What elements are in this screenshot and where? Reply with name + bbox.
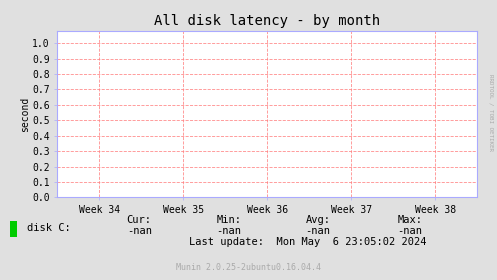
Text: RRDTOOL / TOBI OETIKER: RRDTOOL / TOBI OETIKER [489, 74, 494, 151]
Text: -nan: -nan [398, 226, 422, 236]
Text: -nan: -nan [306, 226, 331, 236]
Y-axis label: second: second [20, 97, 30, 132]
Text: Last update:  Mon May  6 23:05:02 2024: Last update: Mon May 6 23:05:02 2024 [189, 237, 426, 247]
Text: -nan: -nan [127, 226, 152, 236]
Title: All disk latency - by month: All disk latency - by month [154, 14, 380, 28]
Text: Avg:: Avg: [306, 215, 331, 225]
Text: Max:: Max: [398, 215, 422, 225]
Text: Min:: Min: [216, 215, 241, 225]
Text: disk C:: disk C: [27, 223, 71, 233]
Text: -nan: -nan [216, 226, 241, 236]
Text: Munin 2.0.25-2ubuntu0.16.04.4: Munin 2.0.25-2ubuntu0.16.04.4 [176, 263, 321, 272]
Text: Cur:: Cur: [127, 215, 152, 225]
